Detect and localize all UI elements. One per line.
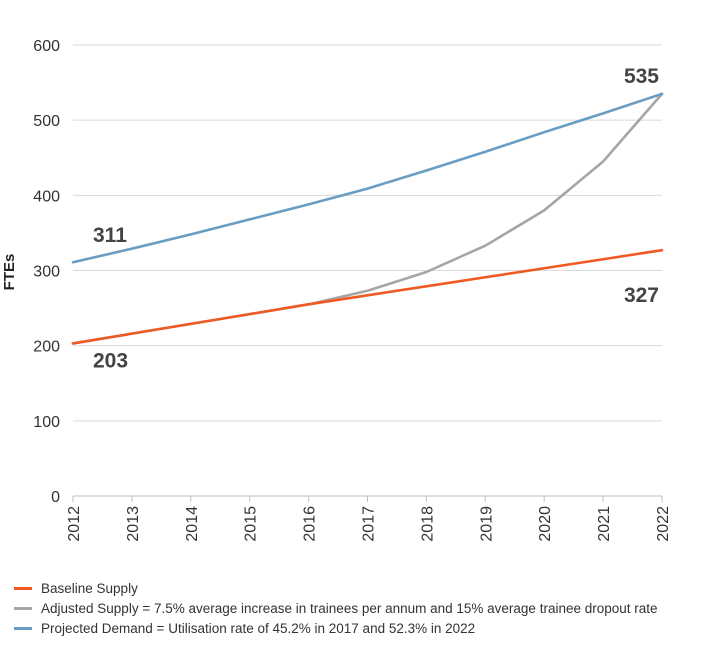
- x-tick-label: 2018: [419, 506, 436, 542]
- x-tick-label: 2020: [537, 506, 554, 542]
- data-labels: 311 203 535 327: [93, 65, 659, 373]
- y-axis-label: FTEs: [1, 254, 18, 291]
- legend-item-projected-demand: Projected Demand = Utilisation rate of 4…: [14, 618, 704, 638]
- x-tick-label: 2016: [302, 506, 319, 542]
- x-tick-label: 2013: [125, 506, 142, 542]
- series-line: [71, 92, 664, 264]
- legend-swatch: [14, 606, 32, 610]
- series-line: [71, 92, 664, 345]
- y-tick-label: 400: [33, 188, 60, 205]
- legend-swatch: [14, 586, 32, 590]
- legend-label: Projected Demand = Utilisation rate of 4…: [41, 620, 476, 636]
- y-tick-label: 600: [33, 38, 60, 55]
- y-tick-label: 200: [33, 339, 60, 356]
- axes: 0 100 200 300 400 500 600 2012 2013 2014 2015 2016 2…: [33, 38, 672, 542]
- legend-swatch: [14, 626, 32, 630]
- x-tick-label: 2017: [361, 506, 378, 542]
- y-tick-label: 500: [33, 113, 60, 130]
- legend: Baseline Supply Adjusted Supply = 7.5% a…: [14, 578, 704, 638]
- y-tick-label: 300: [33, 264, 60, 281]
- data-label: 535: [624, 65, 659, 88]
- x-tick-label: 2012: [66, 506, 83, 542]
- legend-item-adjusted-supply: Adjusted Supply = 7.5% average increase …: [14, 598, 704, 618]
- gridlines: [73, 44, 662, 422]
- y-tick-label: 0: [51, 489, 60, 506]
- x-tick-label: 2022: [655, 506, 672, 542]
- x-tick-label: 2015: [243, 506, 260, 542]
- data-label: 327: [624, 284, 659, 307]
- y-tick-label: 100: [33, 414, 60, 431]
- legend-label: Baseline Supply: [41, 580, 138, 596]
- data-label: 311: [93, 224, 127, 247]
- x-tick-label: 2019: [478, 506, 495, 542]
- series-line: [71, 248, 664, 345]
- series-lines: [71, 92, 664, 345]
- data-label: 203: [93, 349, 128, 372]
- legend-item-baseline-supply: Baseline Supply: [14, 578, 704, 598]
- x-tick-label: 2014: [184, 506, 201, 542]
- x-tick-label: 2021: [596, 506, 613, 542]
- line-chart: 0 100 200 300 400 500 600 2012 2013 2014 2015 2016 2…: [1, 38, 672, 542]
- legend-label: Adjusted Supply = 7.5% average increase …: [41, 600, 658, 616]
